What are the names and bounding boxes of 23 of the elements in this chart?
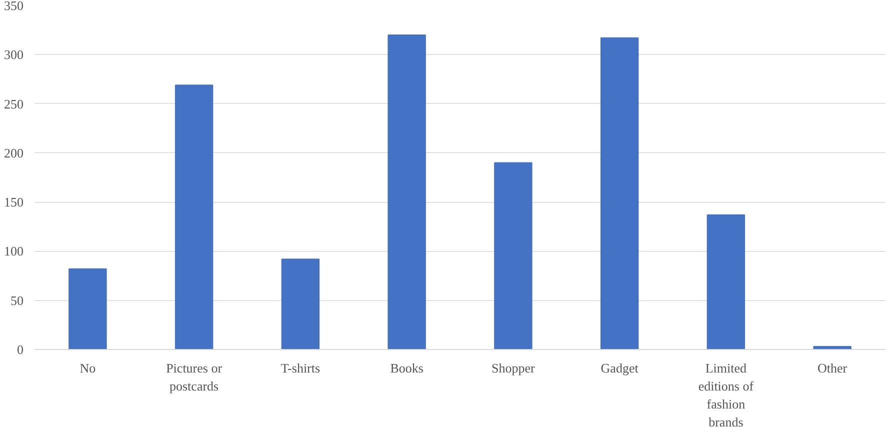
bar <box>600 37 639 350</box>
x-tick-label: Books <box>390 360 424 376</box>
x-tick-label: Limited editions of fashion brands <box>698 360 754 430</box>
bar <box>388 34 426 350</box>
bar <box>706 214 746 350</box>
y-tick-label: 150 <box>4 194 24 210</box>
x-tick-label: Other <box>818 360 848 376</box>
y-tick-label: 200 <box>4 145 24 160</box>
x-tick-label: Pictures or postcards <box>166 360 223 394</box>
y-tick-label: 50 <box>10 292 24 308</box>
y-tick-label: 0 <box>17 342 24 357</box>
x-tick-label: Gadget <box>600 360 639 376</box>
bar <box>281 258 320 350</box>
bar <box>174 84 214 350</box>
bar <box>494 162 532 350</box>
x-tick-label: Shopper <box>492 360 536 376</box>
y-tick-label: 250 <box>4 96 24 112</box>
y-tick-label: 300 <box>4 47 24 62</box>
bar <box>68 268 107 350</box>
x-tick-label: No <box>80 360 96 376</box>
y-tick-label: 100 <box>4 244 24 259</box>
y-tick-label: 350 <box>4 0 24 13</box>
x-tick-label: T-shirts <box>280 360 320 376</box>
